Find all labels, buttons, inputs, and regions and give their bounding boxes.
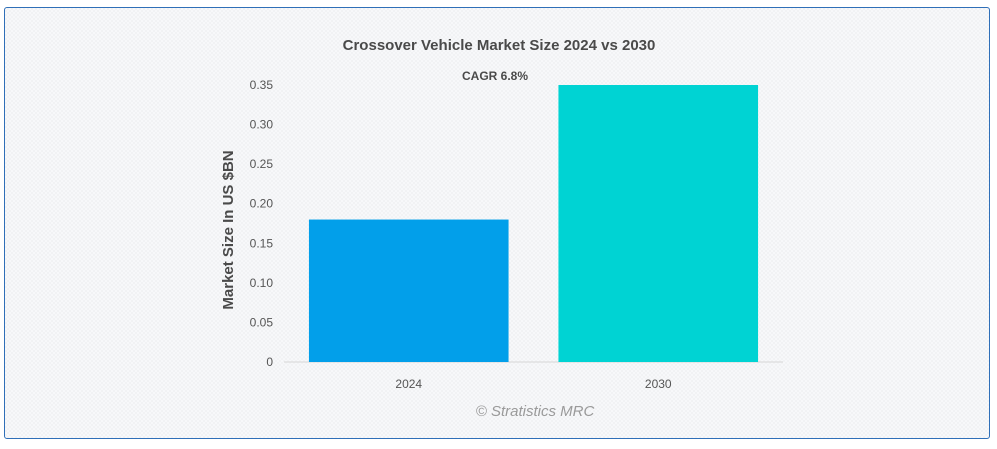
bars — [308, 85, 759, 362]
y-tick-label: 0.15 — [250, 236, 274, 250]
y-tick-label: 0.25 — [250, 157, 274, 171]
x-tick-label: 2024 — [395, 377, 422, 391]
y-tick-label: 0 — [266, 355, 273, 369]
x-tick-labels: 2024 2030 — [395, 377, 672, 391]
y-tick-labels: 0 0.05 0.10 0.15 0.20 0.25 0.30 0.35 — [250, 78, 274, 369]
source-credit: © Stratistics MRC — [476, 403, 595, 420]
bar-chart: Crossover Vehicle Market Size 2024 vs 20… — [220, 37, 783, 420]
y-tick-label: 0.35 — [250, 78, 274, 92]
bar-2030 — [558, 85, 759, 362]
y-tick-label: 0.20 — [250, 197, 274, 211]
bar-2024 — [308, 219, 509, 362]
x-tick-label: 2030 — [645, 377, 672, 391]
y-tick-label: 0.10 — [250, 276, 274, 290]
chart-card: Crossover Vehicle Market Size 2024 vs 20… — [4, 7, 990, 439]
y-axis-label: Market Size In US $BN — [220, 150, 237, 309]
cagr-annotation: CAGR 6.8% — [462, 69, 528, 83]
y-tick-label: 0.30 — [250, 118, 274, 132]
chart-title: Crossover Vehicle Market Size 2024 vs 20… — [343, 37, 656, 54]
y-tick-label: 0.05 — [250, 315, 274, 329]
